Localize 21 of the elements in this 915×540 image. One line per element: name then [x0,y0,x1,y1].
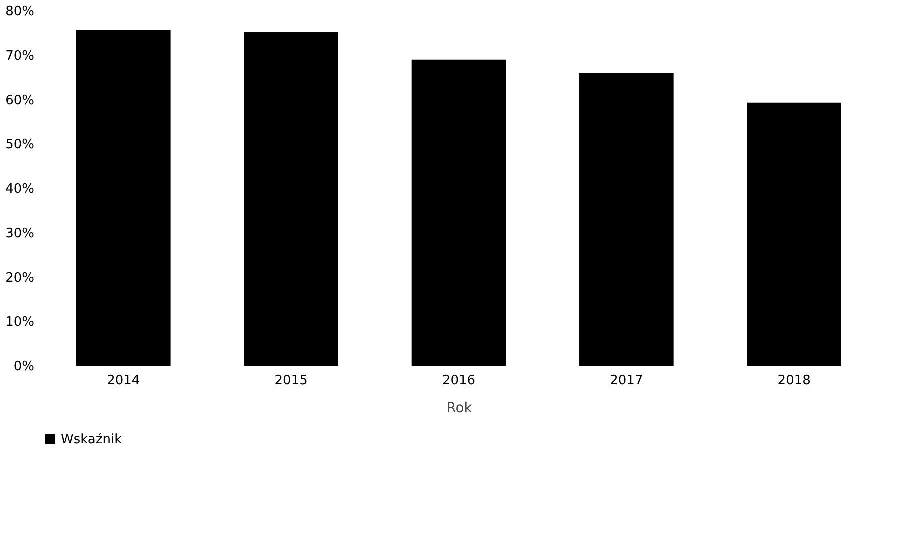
y-tick-label: 80% [6,4,34,20]
bar [412,60,506,366]
bar [244,32,338,366]
x-tick-label: 2015 [274,374,308,388]
y-tick-label: 20% [6,270,34,286]
bar [76,30,171,366]
x-tick-label: 2017 [610,374,644,388]
y-tick-label: 50% [6,138,34,153]
y-tick-label: 70% [6,48,34,64]
bar [580,73,674,366]
y-tick-label: 10% [6,315,34,330]
bar [747,102,842,366]
x-axis-title: Rok [446,400,474,416]
legend-label: Wskaźnik [61,432,123,448]
x-tick-label: 2016 [442,374,476,388]
y-tick-label: 60% [6,93,34,108]
y-tick-label: 40% [6,182,34,197]
x-tick-label: 2018 [778,374,811,388]
y-tick-label: 0% [14,360,34,374]
x-tick-label: 2014 [107,374,140,388]
y-tick-label: 30% [6,226,34,242]
